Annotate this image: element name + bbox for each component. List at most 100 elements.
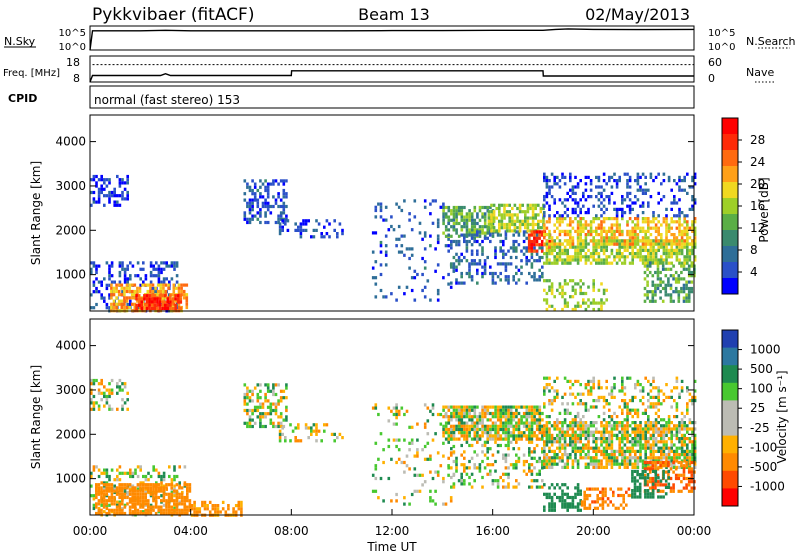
heatmap-cell bbox=[403, 460, 406, 465]
heatmap-cell bbox=[190, 504, 194, 508]
heatmap-cell bbox=[478, 209, 482, 213]
heatmap-cell bbox=[147, 486, 150, 490]
heatmap-cell bbox=[678, 211, 681, 215]
heatmap-cell bbox=[631, 465, 634, 469]
heatmap-cell bbox=[524, 210, 527, 214]
heatmap-cell bbox=[470, 275, 474, 279]
heatmap-cell bbox=[494, 434, 497, 438]
heatmap-cell bbox=[183, 511, 186, 516]
heatmap-cell bbox=[548, 185, 551, 189]
heatmap-cell bbox=[628, 236, 632, 240]
heatmap-cell bbox=[610, 427, 614, 431]
heatmap-cell bbox=[623, 211, 627, 215]
heatmap-cell bbox=[683, 437, 686, 441]
heatmap-cell bbox=[457, 239, 461, 244]
heatmap-cell bbox=[610, 453, 614, 457]
heatmap-cell bbox=[449, 499, 453, 503]
heatmap-cell bbox=[579, 288, 582, 292]
heatmap-cell bbox=[571, 211, 575, 215]
heatmap-cell bbox=[574, 395, 577, 399]
heatmap-cell bbox=[654, 226, 658, 230]
heatmap-cell bbox=[680, 239, 684, 243]
heatmap-cell bbox=[142, 510, 145, 514]
heatmap-cell bbox=[540, 233, 544, 237]
heatmap-cell bbox=[169, 306, 172, 311]
heatmap-cell bbox=[489, 431, 492, 435]
heatmap-cell bbox=[561, 261, 564, 265]
heatmap-cell bbox=[600, 437, 603, 441]
heatmap-cell bbox=[173, 499, 176, 503]
heatmap-cell bbox=[92, 290, 96, 294]
heatmap-cell bbox=[126, 495, 129, 500]
heatmap-cell bbox=[167, 508, 171, 512]
heatmap-cell bbox=[693, 201, 697, 205]
heatmap-cell bbox=[489, 205, 492, 210]
heatmap-cell bbox=[473, 209, 477, 213]
heatmap-cell bbox=[670, 443, 673, 447]
heatmap-cell bbox=[274, 412, 278, 416]
heatmap-cell bbox=[150, 294, 154, 298]
heatmap-cell bbox=[652, 453, 655, 457]
heatmap-cell bbox=[486, 434, 489, 438]
heatmap-cell bbox=[597, 383, 601, 387]
heatmap-cell bbox=[384, 205, 388, 209]
heatmap-cell bbox=[259, 418, 262, 422]
heatmap-cell bbox=[408, 502, 411, 506]
heatmap-cell bbox=[569, 220, 572, 224]
heatmap-cell bbox=[576, 220, 580, 224]
heatmap-cell bbox=[533, 411, 536, 416]
heatmap-cell bbox=[494, 411, 497, 416]
heatmap-cell bbox=[691, 195, 694, 199]
heatmap-cell bbox=[688, 437, 692, 441]
heatmap-cell bbox=[123, 296, 126, 300]
heatmap-cell bbox=[269, 421, 273, 425]
heatmap-cell bbox=[291, 429, 295, 433]
heatmap-cell bbox=[154, 286, 157, 290]
heatmap-cell bbox=[410, 492, 414, 497]
heatmap-cell bbox=[266, 412, 270, 416]
heatmap-cell bbox=[561, 220, 564, 224]
heatmap-cell bbox=[135, 303, 138, 307]
heatmap-cell bbox=[188, 489, 192, 493]
heatmap-cell bbox=[595, 453, 598, 457]
heatmap-cell bbox=[115, 305, 118, 310]
heatmap-cell bbox=[680, 188, 684, 192]
heatmap-cell bbox=[647, 399, 650, 403]
heatmap-cell bbox=[686, 427, 689, 431]
heatmap-cell bbox=[687, 296, 691, 300]
heatmap-cell bbox=[178, 502, 181, 506]
heatmap-cell bbox=[508, 219, 511, 223]
heatmap-cell bbox=[584, 245, 588, 249]
heatmap-cell bbox=[144, 474, 148, 479]
heatmap-cell bbox=[180, 511, 184, 516]
heatmap-cell bbox=[678, 437, 681, 441]
heatmap-cell bbox=[90, 407, 93, 411]
heatmap-cell bbox=[463, 450, 466, 454]
heatmap-cell bbox=[534, 222, 537, 227]
heatmap-cell bbox=[561, 175, 564, 179]
heatmap-cell bbox=[644, 245, 647, 249]
heatmap-cell bbox=[592, 204, 595, 208]
heatmap-cell bbox=[518, 222, 522, 227]
heatmap-cell bbox=[634, 245, 637, 249]
heatmap-cell bbox=[587, 211, 590, 215]
heatmap-cell bbox=[452, 431, 456, 435]
heatmap-cell bbox=[608, 179, 611, 183]
heatmap-cell bbox=[543, 211, 546, 215]
heatmap-cell bbox=[649, 421, 653, 425]
heatmap-cell bbox=[492, 203, 496, 207]
heatmap-cell bbox=[574, 217, 577, 221]
heatmap-cell bbox=[504, 411, 508, 416]
heatmap-cell bbox=[504, 456, 508, 460]
heatmap-cell bbox=[509, 411, 513, 416]
heatmap-cell bbox=[188, 499, 192, 503]
heatmap-cell bbox=[449, 285, 453, 289]
heatmap-cell bbox=[447, 415, 451, 419]
heatmap-cell bbox=[131, 502, 134, 506]
heatmap-cell bbox=[592, 399, 595, 403]
heatmap-cell bbox=[680, 270, 683, 275]
heatmap-cell bbox=[605, 424, 608, 428]
heatmap-cell bbox=[543, 492, 546, 496]
heatmap-cell bbox=[537, 226, 540, 230]
heatmap-cell bbox=[248, 408, 252, 413]
